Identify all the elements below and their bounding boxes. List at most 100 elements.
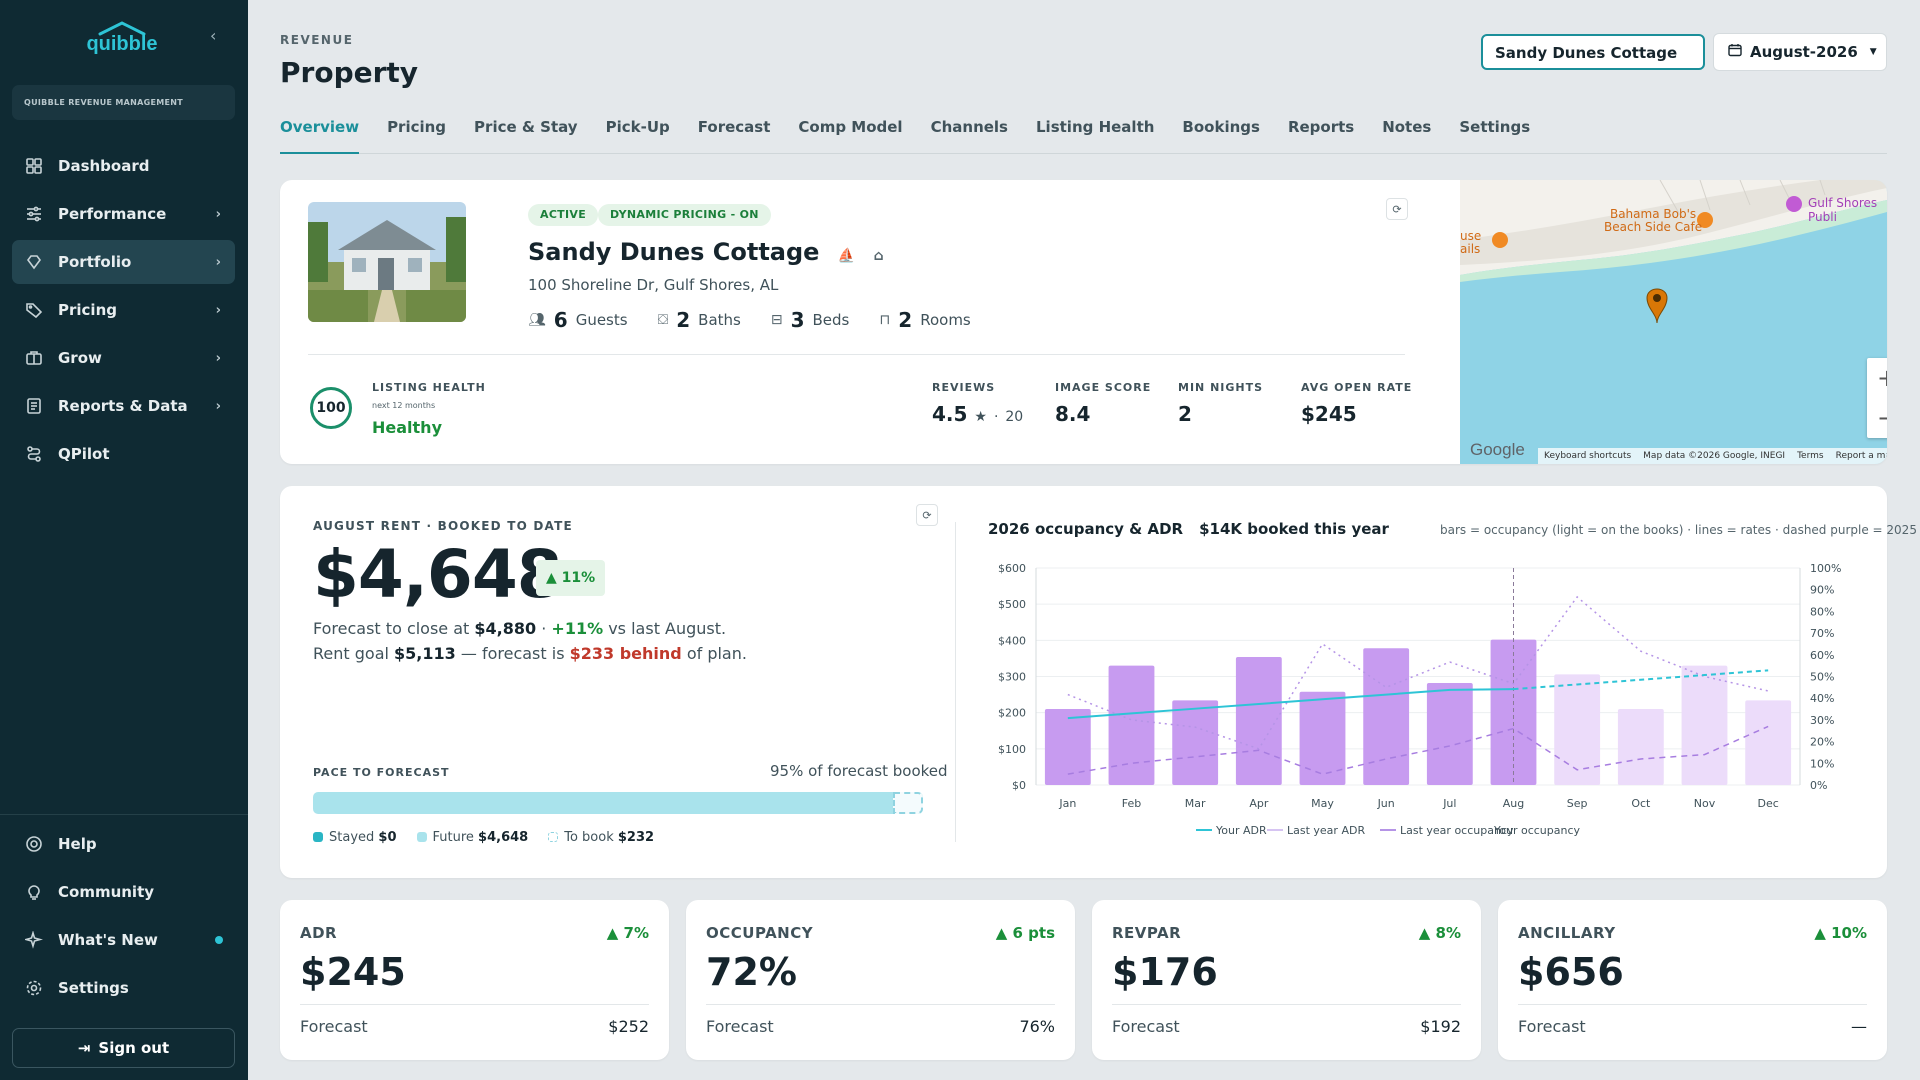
map-poi-cafe[interactable]: Bahama Bob's Beach Side Cafe: [1604, 208, 1702, 234]
map-poi-public[interactable]: Gulf Shores Publi: [1808, 196, 1878, 224]
tab-channels[interactable]: Channels: [930, 118, 1008, 136]
nav-reports-data[interactable]: Reports & Data ›: [12, 384, 235, 428]
property-address: 100 Shoreline Dr, Gulf Shores, AL: [528, 276, 779, 294]
refresh-icon[interactable]: ⟳: [916, 504, 938, 526]
text: of plan.: [681, 644, 747, 663]
spec-label: Rooms: [920, 311, 971, 329]
map-poi-left[interactable]: use ails: [1460, 230, 1481, 256]
listing-link-icon[interactable]: ⛵: [837, 248, 856, 264]
nav-label: Dashboard: [58, 157, 150, 175]
map-data-attribution: Map data ©2026 Google, INEGI: [1643, 451, 1786, 461]
card-divider: [955, 522, 956, 842]
y-tick-label-right: 40%: [1810, 692, 1834, 705]
spec-rooms: ⊓ 2 Rooms: [879, 308, 970, 332]
y-tick-label-right: 50%: [1810, 671, 1834, 684]
nav-label: What's New: [58, 931, 158, 949]
google-logo[interactable]: Google: [1470, 440, 1525, 459]
workspace-label: QUIBBLE REVENUE MANAGEMENT: [12, 85, 235, 120]
status-badge-active: ACTIVE: [528, 204, 599, 226]
card-divider: [308, 354, 1405, 355]
location-map[interactable]: Bahama Bob's Beach Side Cafe Gulf Shores …: [1460, 180, 1887, 464]
x-tick-label: Mar: [1185, 797, 1206, 810]
health-status[interactable]: Healthy: [372, 418, 442, 437]
y-tick-label-right: 0%: [1810, 779, 1827, 792]
main-content: REVENUE Property Sandy Dunes Cottage Aug…: [248, 0, 1920, 1080]
x-tick-label: Oct: [1631, 797, 1651, 810]
occupancy-bar: [1299, 691, 1346, 785]
kpi-label: ANCILLARY: [1518, 924, 1616, 942]
x-tick-label: Aug: [1503, 797, 1524, 810]
y-tick-label-right: 90%: [1810, 584, 1834, 597]
tab-notes[interactable]: Notes: [1382, 118, 1432, 136]
tab-comp-model[interactable]: Comp Model: [798, 118, 903, 136]
nav-label: Pricing: [58, 301, 117, 319]
zoom-in-button[interactable]: +: [1876, 364, 1887, 392]
stat-value: 8.4: [1055, 402, 1091, 426]
nav-portfolio[interactable]: Portfolio ›: [12, 240, 235, 284]
spec-label: Beds: [812, 311, 850, 329]
occupancy-bar: [1172, 700, 1219, 785]
nav-community[interactable]: Community: [12, 870, 235, 914]
map-terms-link[interactable]: Terms: [1797, 451, 1824, 461]
up-triangle-icon: ▲: [546, 570, 557, 586]
collapse-sidebar-icon[interactable]: ‹: [210, 26, 217, 45]
x-tick-label: Dec: [1758, 797, 1779, 810]
x-tick-label: Jun: [1377, 797, 1395, 810]
nav-performance[interactable]: Performance ›: [12, 192, 235, 236]
occupancy-bar: [1235, 656, 1282, 785]
x-tick-label: Sep: [1567, 797, 1588, 810]
tab-settings[interactable]: Settings: [1459, 118, 1531, 136]
legend-swatch: [548, 832, 559, 842]
logo-text: quibble: [86, 33, 157, 54]
nav-settings[interactable]: Settings: [12, 966, 235, 1010]
x-tick-label: Apr: [1249, 797, 1269, 810]
nav-grow[interactable]: Grow ›: [12, 336, 235, 380]
nav-dashboard[interactable]: Dashboard: [12, 144, 235, 188]
stat-label: MIN NIGHTS: [1178, 381, 1264, 394]
nav-pricing[interactable]: Pricing ›: [12, 288, 235, 332]
zoom-out-button[interactable]: −: [1876, 404, 1887, 432]
nav-help[interactable]: Help: [12, 822, 235, 866]
nav-whats-new[interactable]: What's New: [12, 918, 235, 962]
spec-value: 2: [676, 308, 691, 332]
map-report-error-link[interactable]: Report a map error: [1835, 451, 1887, 461]
tab-listing-health[interactable]: Listing Health: [1036, 118, 1155, 136]
bath-icon: ⛋: [657, 312, 669, 328]
refresh-icon[interactable]: ⟳: [1386, 198, 1408, 220]
x-tick-label: Feb: [1122, 797, 1141, 810]
kpi-forecast-label: Forecast: [1518, 1017, 1586, 1036]
nav-qpilot[interactable]: QPilot: [12, 432, 235, 476]
property-name-text: Sandy Dunes Cottage: [528, 238, 820, 266]
up-triangle-icon: ▲: [995, 924, 1008, 942]
quibble-logo[interactable]: quibble: [86, 20, 158, 54]
chart-title: 2026 occupancy & ADR $14K booked this yea…: [988, 520, 1389, 538]
kpi-change: ▲ 10%: [1814, 924, 1867, 942]
tab-pick-up[interactable]: Pick-Up: [605, 118, 670, 136]
tab-reports[interactable]: Reports: [1287, 118, 1355, 136]
date-select[interactable]: August-2026 ▼: [1713, 33, 1887, 71]
legend-label: Stayed: [329, 830, 375, 845]
tab-pricing[interactable]: Pricing: [387, 118, 447, 136]
logout-icon: ⇥: [77, 1039, 91, 1057]
review-count: 20: [1005, 409, 1024, 425]
pace-remaining: [892, 792, 923, 814]
tab-bookings[interactable]: Bookings: [1182, 118, 1260, 136]
tab-bar: Overview Pricing Price & Stay Pick-Up Fo…: [280, 116, 1887, 154]
kpi-label: REVPAR: [1112, 924, 1182, 942]
text: — forecast is: [455, 644, 570, 663]
behind-value: $233 behind: [569, 644, 682, 663]
tab-price-stay[interactable]: Price & Stay: [474, 118, 578, 136]
property-photo[interactable]: [308, 202, 466, 322]
tab-forecast[interactable]: Forecast: [697, 118, 771, 136]
property-select[interactable]: Sandy Dunes Cottage: [1481, 34, 1705, 70]
legend-swatch: [313, 832, 323, 842]
stat-label: IMAGE SCORE: [1055, 381, 1152, 394]
spec-label: Baths: [698, 311, 741, 329]
forecast-line: Forecast to close at $4,880 · +11% vs la…: [313, 619, 726, 638]
map-keyboard-shortcuts-link[interactable]: Keyboard shortcuts: [1544, 451, 1632, 461]
sign-out-button[interactable]: ⇥ Sign out: [12, 1028, 235, 1068]
y-tick-label-right: 60%: [1810, 649, 1834, 662]
tab-overview[interactable]: Overview: [280, 116, 360, 154]
legend-to-book: To book $232: [548, 830, 654, 845]
home-icon[interactable]: ⌂: [873, 248, 884, 264]
